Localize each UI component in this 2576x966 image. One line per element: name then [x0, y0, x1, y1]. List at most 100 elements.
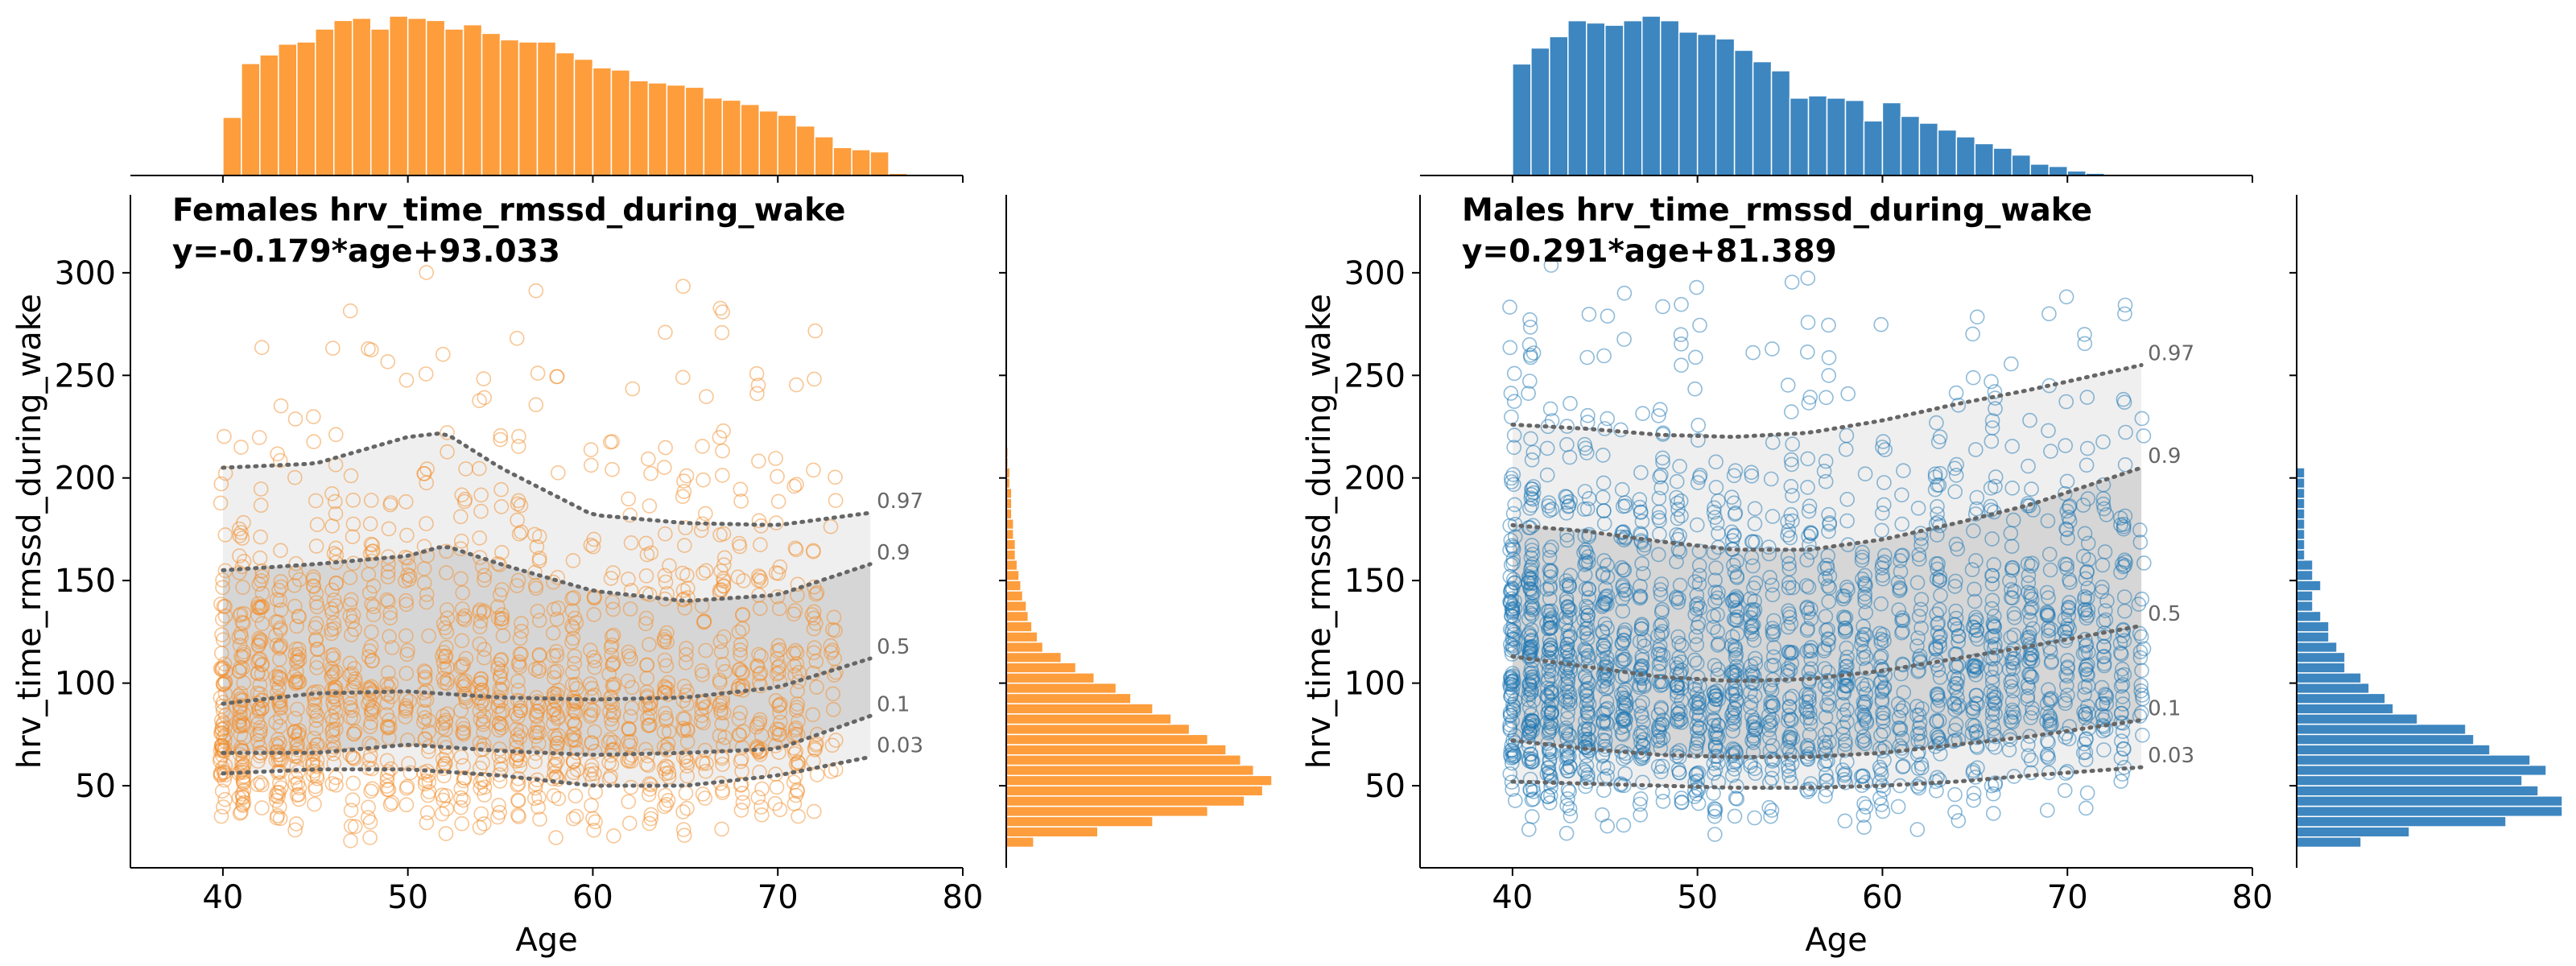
scatter-point	[1600, 557, 1615, 573]
scatter-point	[1947, 804, 1963, 820]
scatter-point	[1578, 669, 1593, 685]
scatter-point	[1525, 784, 1542, 799]
scatter-point	[1633, 807, 1648, 823]
scatter-point	[582, 708, 598, 724]
scatter-point	[1689, 279, 1704, 295]
scatter-point	[2025, 502, 2041, 518]
scatter-point	[1765, 737, 1781, 753]
scatter-point	[1932, 572, 1947, 588]
scatter-point	[1820, 681, 1835, 697]
age-histogram-bar	[777, 114, 797, 176]
scatter-point	[1927, 469, 1943, 485]
scatter-point	[254, 667, 270, 682]
scatter-point	[1581, 307, 1597, 322]
scatter-point	[699, 389, 714, 405]
scatter-point	[1872, 650, 1889, 666]
scatter-point	[603, 571, 619, 586]
scatter-point	[550, 753, 565, 769]
scatter-point	[751, 513, 767, 529]
scatter-point	[379, 782, 395, 798]
scatter-point	[232, 805, 248, 821]
scatter-point	[1781, 580, 1797, 596]
scatter-point	[1653, 582, 1668, 597]
scatter-point	[453, 781, 469, 797]
scatter-point	[1856, 795, 1872, 811]
scatter-point	[436, 716, 451, 732]
scatter-point	[2059, 668, 2075, 684]
scatter-point	[1783, 478, 1799, 494]
scatter-point	[1800, 784, 1816, 799]
value-histogram-bar	[1005, 559, 1018, 572]
scatter-point	[1502, 621, 1518, 638]
scatter-point	[549, 694, 565, 710]
scatter-point	[2041, 682, 2056, 698]
scatter-point	[1544, 610, 1560, 625]
scatter-point	[273, 700, 289, 716]
scatter-point	[1690, 615, 1707, 631]
scatter-point	[492, 741, 508, 757]
scatter-point	[1820, 578, 1836, 594]
scatter-point	[1689, 718, 1704, 734]
value-histogram-bar	[2296, 487, 2306, 499]
scatter-point	[1579, 673, 1596, 689]
scatter-point	[733, 637, 749, 652]
scatter-point	[1524, 673, 1540, 688]
scatter-point	[2007, 609, 2022, 625]
females-value-histogram	[999, 195, 1273, 868]
scatter-point	[1563, 568, 1579, 584]
scatter-point	[1817, 641, 1832, 657]
scatter-point	[381, 593, 396, 609]
scatter-point	[382, 796, 398, 812]
scatter-point	[1525, 779, 1541, 795]
scatter-point	[1523, 431, 1538, 447]
scatter-point	[640, 748, 655, 764]
scatter-point	[493, 761, 509, 777]
scatter-point	[2079, 610, 2095, 626]
scatter-point	[712, 527, 728, 543]
scatter-point	[1819, 697, 1835, 712]
age-histogram-bar	[721, 99, 742, 176]
scatter-point	[735, 621, 750, 637]
scatter-point	[1688, 597, 1704, 613]
females-age-histogram	[130, 15, 963, 176]
scatter-point	[1600, 667, 1615, 683]
scatter-point	[1987, 619, 2002, 634]
scatter-point	[1985, 628, 2000, 644]
scatter-point	[805, 707, 821, 723]
scatter-point	[233, 691, 249, 707]
scatter-point	[1877, 442, 1893, 458]
scatter-point	[771, 698, 786, 714]
scatter-point	[1984, 662, 1999, 677]
scatter-point	[731, 624, 747, 640]
scatter-point	[696, 715, 712, 731]
quantile-label: 0.97	[2148, 342, 2194, 366]
scatter-point	[1893, 581, 1908, 597]
scatter-point	[2115, 661, 2130, 677]
scatter-point	[621, 572, 636, 587]
x-tick-label: 70	[758, 879, 799, 916]
scatter-point	[770, 643, 786, 659]
scatter-point	[1747, 668, 1762, 684]
scatter-point	[2095, 649, 2112, 665]
scatter-point	[733, 493, 749, 509]
scatter-point	[1654, 624, 1670, 639]
scatter-point	[1618, 749, 1634, 765]
scatter-point	[436, 792, 451, 808]
scatter-point	[786, 646, 802, 662]
scatter-point	[1969, 612, 1984, 628]
scatter-point	[1765, 698, 1781, 714]
scatter-point	[1598, 580, 1613, 597]
age-histogram-bar	[1715, 38, 1736, 176]
scatter-point	[214, 627, 229, 642]
scatter-point	[824, 645, 839, 660]
scatter-point	[382, 712, 397, 729]
scatter-point	[586, 650, 601, 665]
scatter-point	[490, 610, 506, 626]
scatter-point	[1875, 683, 1890, 699]
y-tick-label: 100	[1344, 666, 1406, 703]
age-histogram-bar	[1659, 19, 1680, 176]
scatter-point	[660, 687, 676, 703]
y-tick-label: 250	[55, 357, 116, 394]
scatter-point	[398, 493, 414, 510]
scatter-point	[2079, 457, 2095, 473]
